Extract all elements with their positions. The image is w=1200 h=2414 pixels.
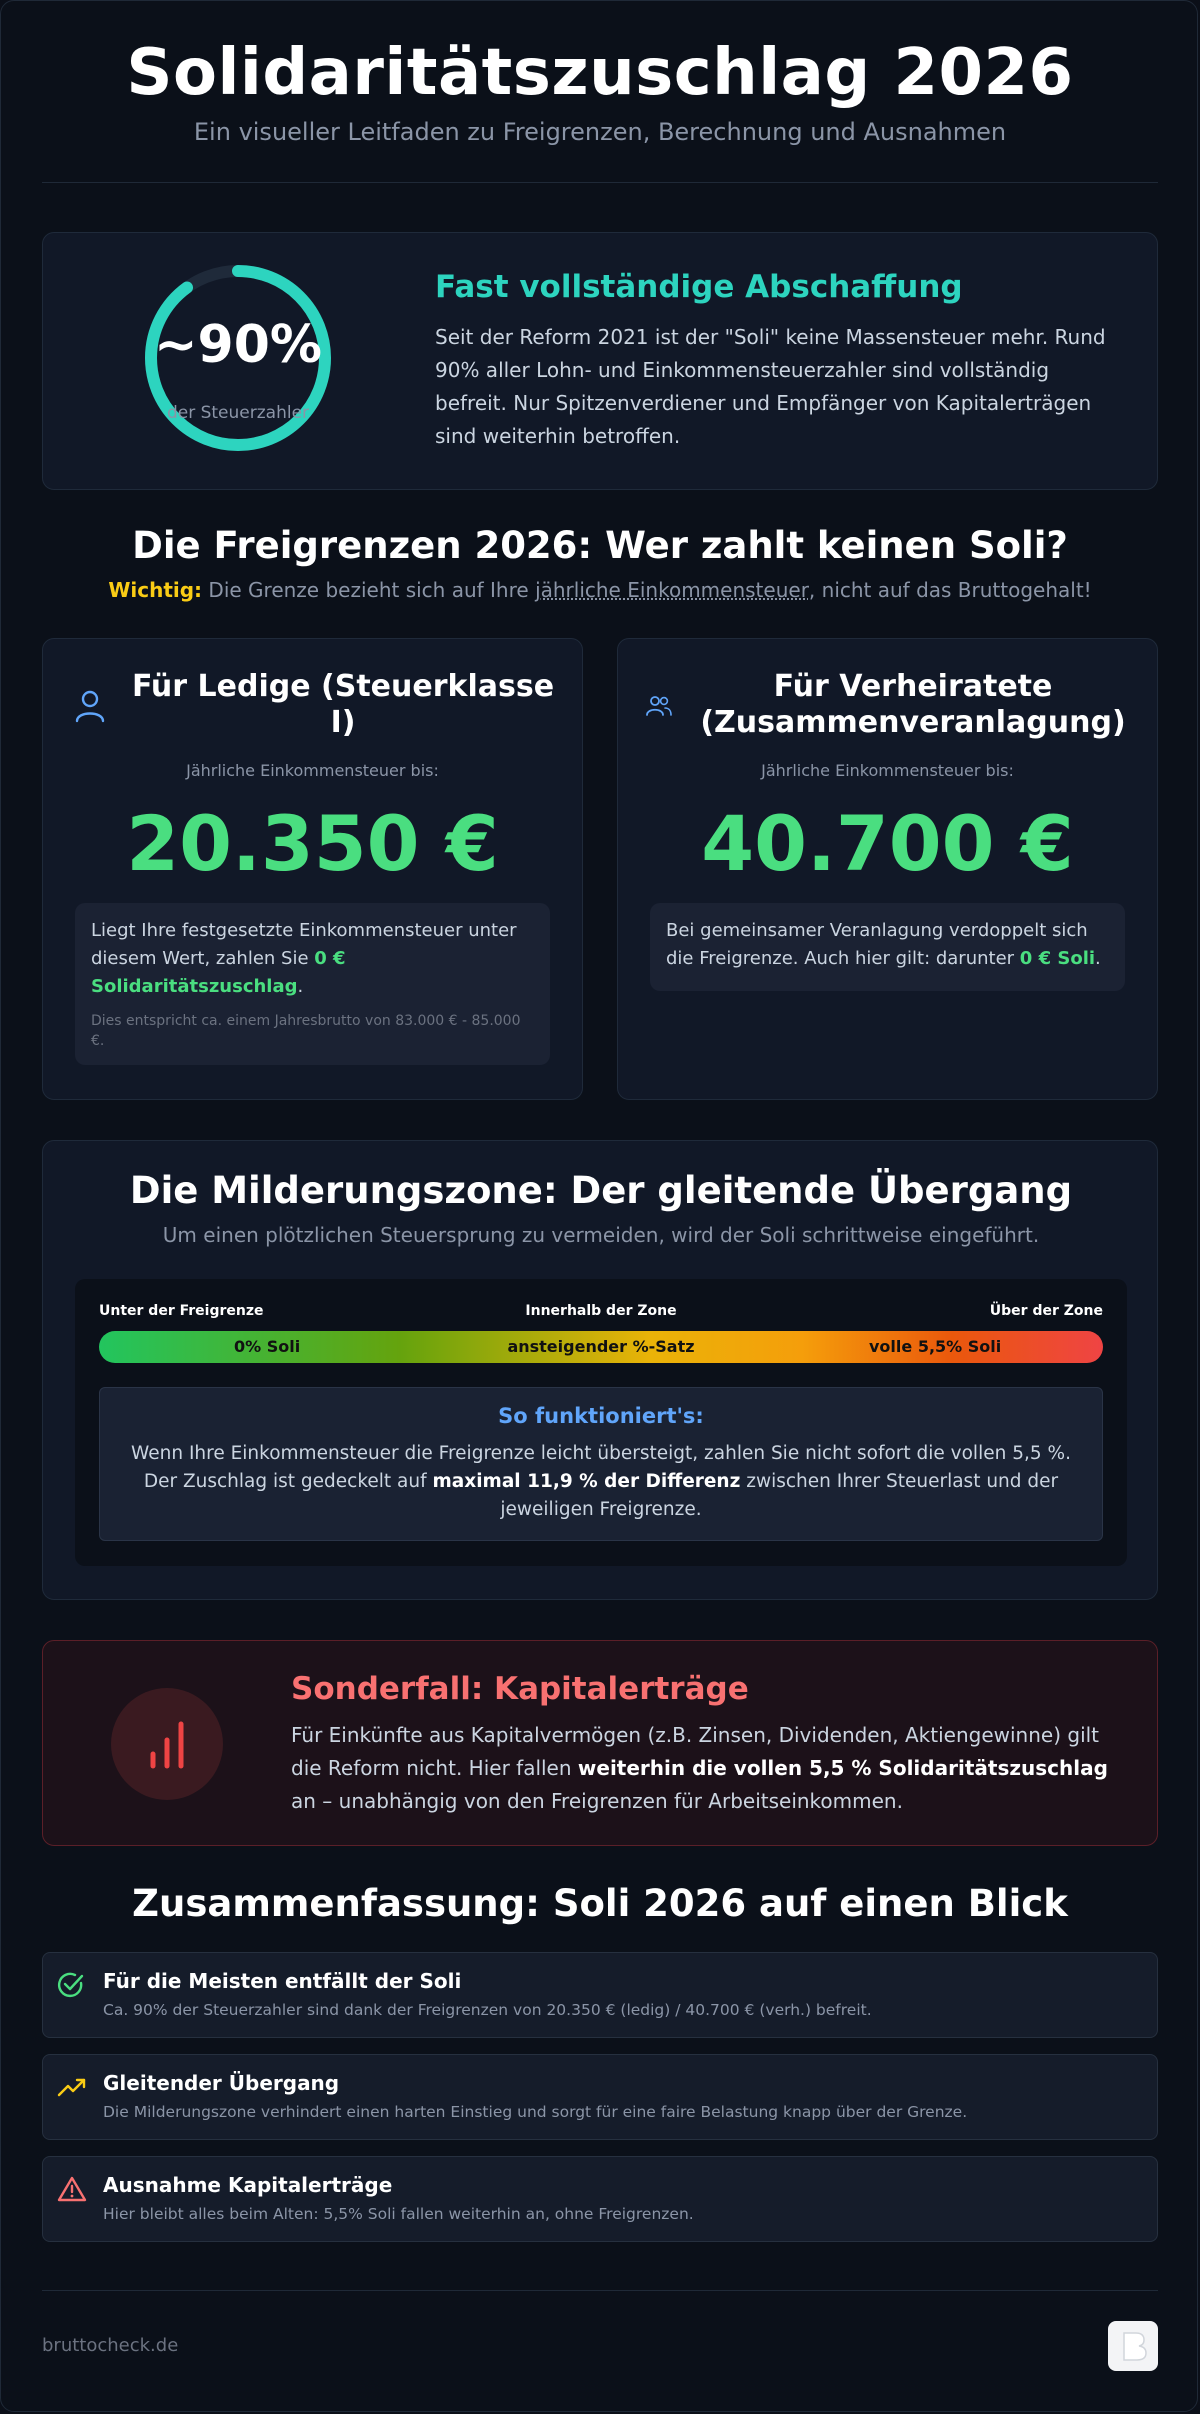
page-subtitle: Ein visueller Leitfaden zu Freigrenzen, … <box>193 118 1007 146</box>
summary-item: Für die Meisten entfällt der Soli Ca. 90… <box>42 1952 1158 2038</box>
verheiratet-info-box: Bei gemeinsamer Veranlagung verdoppelt s… <box>650 903 1125 991</box>
kapital-text-bold: weiterhin die vollen 5,5 % Solidaritätsz… <box>577 1756 1108 1780</box>
warning-triangle-icon <box>57 2176 87 2202</box>
note-text-1: Die Grenze bezieht sich auf Ihre <box>208 578 536 602</box>
bar-chart-icon <box>150 1721 184 1769</box>
page-title: Solidaritätszuschlag 2026 <box>126 36 1074 110</box>
hero-text: Seit der Reform 2021 ist der "Soli" kein… <box>435 325 1106 448</box>
trending-up-icon <box>57 2078 86 2097</box>
progress-ring-icon <box>145 265 331 451</box>
summary-item-title: Für die Meisten entfällt der Soli <box>103 1969 462 1993</box>
ledig-box-small: Dies entspricht ca. einem Jahresbrutto v… <box>91 1013 521 1049</box>
percent-caption: der Steuerzahler <box>166 403 310 423</box>
percent-value: ~90% <box>153 315 323 375</box>
zone-label-mid: Innerhalb der Zone <box>525 1303 677 1319</box>
ledig-box-text-1: Liegt Ihre festgesetzte Einkommensteuer … <box>91 920 517 969</box>
note-underlined: jährliche Einkommensteuer <box>535 578 809 602</box>
zone-gradient-bar: 0% Soli ansteigender %-Satz volle 5,5% S… <box>99 1331 1103 1363</box>
user-icon <box>75 690 105 723</box>
users-icon <box>646 696 672 716</box>
summary-item-title: Gleitender Übergang <box>103 2071 340 2095</box>
bar-label-mid: ansteigender %-Satz <box>507 1337 695 1356</box>
summary-item-text: Hier bleibt alles beim Alten: 5,5% Soli … <box>103 2205 694 2223</box>
note-prefix: Wichtig: <box>108 578 203 602</box>
kapital-text: Für Einkünfte aus Kapitalvermögen (z.B. … <box>291 1719 1121 1818</box>
verheiratet-label: Jährliche Einkommensteuer bis: <box>761 761 1014 780</box>
header-divider <box>42 182 1158 183</box>
verheiratet-title: Für Verheiratete (Zusammenveranlagung) <box>700 669 1126 740</box>
verheiratet-box-highlight: 0 € Soli <box>1019 948 1096 969</box>
how-it-works-text: Wenn Ihre Einkommensteuer die Freigrenze… <box>120 1440 1082 1524</box>
bruttocheck-logo-icon <box>1108 2321 1158 2371</box>
verheiratet-box-text-2: . <box>1095 948 1101 969</box>
summary-title: Zusammenfassung: Soli 2026 auf einen Bli… <box>132 1882 1068 1925</box>
kapital-card: Sonderfall: Kapitalerträge Für Einkünfte… <box>42 1640 1158 1846</box>
kapital-title: Sonderfall: Kapitalerträge <box>291 1671 749 1707</box>
verheiratet-amount: 40.700 € <box>701 799 1074 888</box>
bar-label-left: 0% Soli <box>234 1337 301 1356</box>
milderungszone-title: Die Milderungszone: Der gleitende Überga… <box>129 1169 1073 1212</box>
hero-card: ~90% der Steuerzahler Fast vollständige … <box>42 232 1158 490</box>
footer-divider <box>42 2290 1158 2291</box>
summary-item-text: Ca. 90% der Steuerzahler sind dank der F… <box>103 2001 872 2019</box>
ledig-title: Für Ledige (Steuerklasse I) <box>131 669 555 740</box>
zone-diagram: Unter der Freigrenze Innerhalb der Zone … <box>75 1279 1127 1566</box>
freigrenzen-title: Die Freigrenzen 2026: Wer zahlt keinen S… <box>132 524 1068 567</box>
milderungszone-subtitle: Um einen plötzlichen Steuersprung zu ver… <box>162 1223 1040 1247</box>
summary-item-text: Die Milderungszone verhindert einen hart… <box>103 2103 968 2121</box>
ring-progress-arc <box>145 265 331 451</box>
footer-site-link[interactable]: bruttocheck.de <box>42 2335 179 2356</box>
ledig-label: Jährliche Einkommensteuer bis: <box>186 761 439 780</box>
kapital-text-2: an – unabhängig von den Freigrenzen für … <box>291 1789 903 1813</box>
card-ledig: Für Ledige (Steuerklasse I) Jährliche Ei… <box>42 638 583 1100</box>
how-text-2: zwischen Ihrer Steuerlast und der jeweil… <box>500 1471 1059 1520</box>
logo-mark <box>1123 2332 1147 2361</box>
ledig-amount: 20.350 € <box>126 799 499 888</box>
kapital-icon-circle <box>111 1688 223 1800</box>
card-verheiratet: Für Verheiratete (Zusammenveranlagung) J… <box>617 638 1158 1100</box>
ledig-box-text-2: . <box>297 976 304 997</box>
summary-item: Ausnahme Kapitalerträge Hier bleibt alle… <box>42 2156 1158 2242</box>
summary-item: Gleitender Übergang Die Milderungszone v… <box>42 2054 1158 2140</box>
how-it-works-box: So funktioniert's: Wenn Ihre Einkommenst… <box>99 1387 1103 1541</box>
verheiratet-box-text-1: Bei gemeinsamer Veranlagung verdoppelt s… <box>666 920 1088 969</box>
how-it-works-title: So funktioniert's: <box>498 1404 704 1428</box>
summary-item-title: Ausnahme Kapitalerträge <box>103 2173 393 2197</box>
milderungszone-card: Die Milderungszone: Der gleitende Überga… <box>42 1140 1158 1600</box>
ledig-box-highlight: 0 € Solidaritätszuschlag <box>91 948 346 997</box>
how-text-1: Wenn Ihre Einkommensteuer die Freigrenze… <box>131 1443 1071 1492</box>
how-text-bold: maximal 11,9 % der Differenz <box>432 1471 741 1492</box>
zone-label-left: Unter der Freigrenze <box>99 1303 264 1319</box>
freigrenzen-note: Wichtig: Die Grenze bezieht sich auf Ihr… <box>0 578 1200 602</box>
percent-ring: ~90% der Steuerzahler <box>143 263 333 453</box>
bar-label-right: volle 5,5% Soli <box>869 1337 1002 1356</box>
ledig-info-box: Liegt Ihre festgesetzte Einkommensteuer … <box>75 903 550 1065</box>
check-circle-icon <box>58 1972 84 1998</box>
hero-title: Fast vollständige Abschaffung <box>435 269 963 305</box>
note-text-2: , nicht auf das Bruttogehalt! <box>808 578 1092 602</box>
kapital-text-1: Für Einkünfte aus Kapitalvermögen (z.B. … <box>291 1723 1100 1780</box>
zone-label-right: Über der Zone <box>989 1303 1103 1319</box>
